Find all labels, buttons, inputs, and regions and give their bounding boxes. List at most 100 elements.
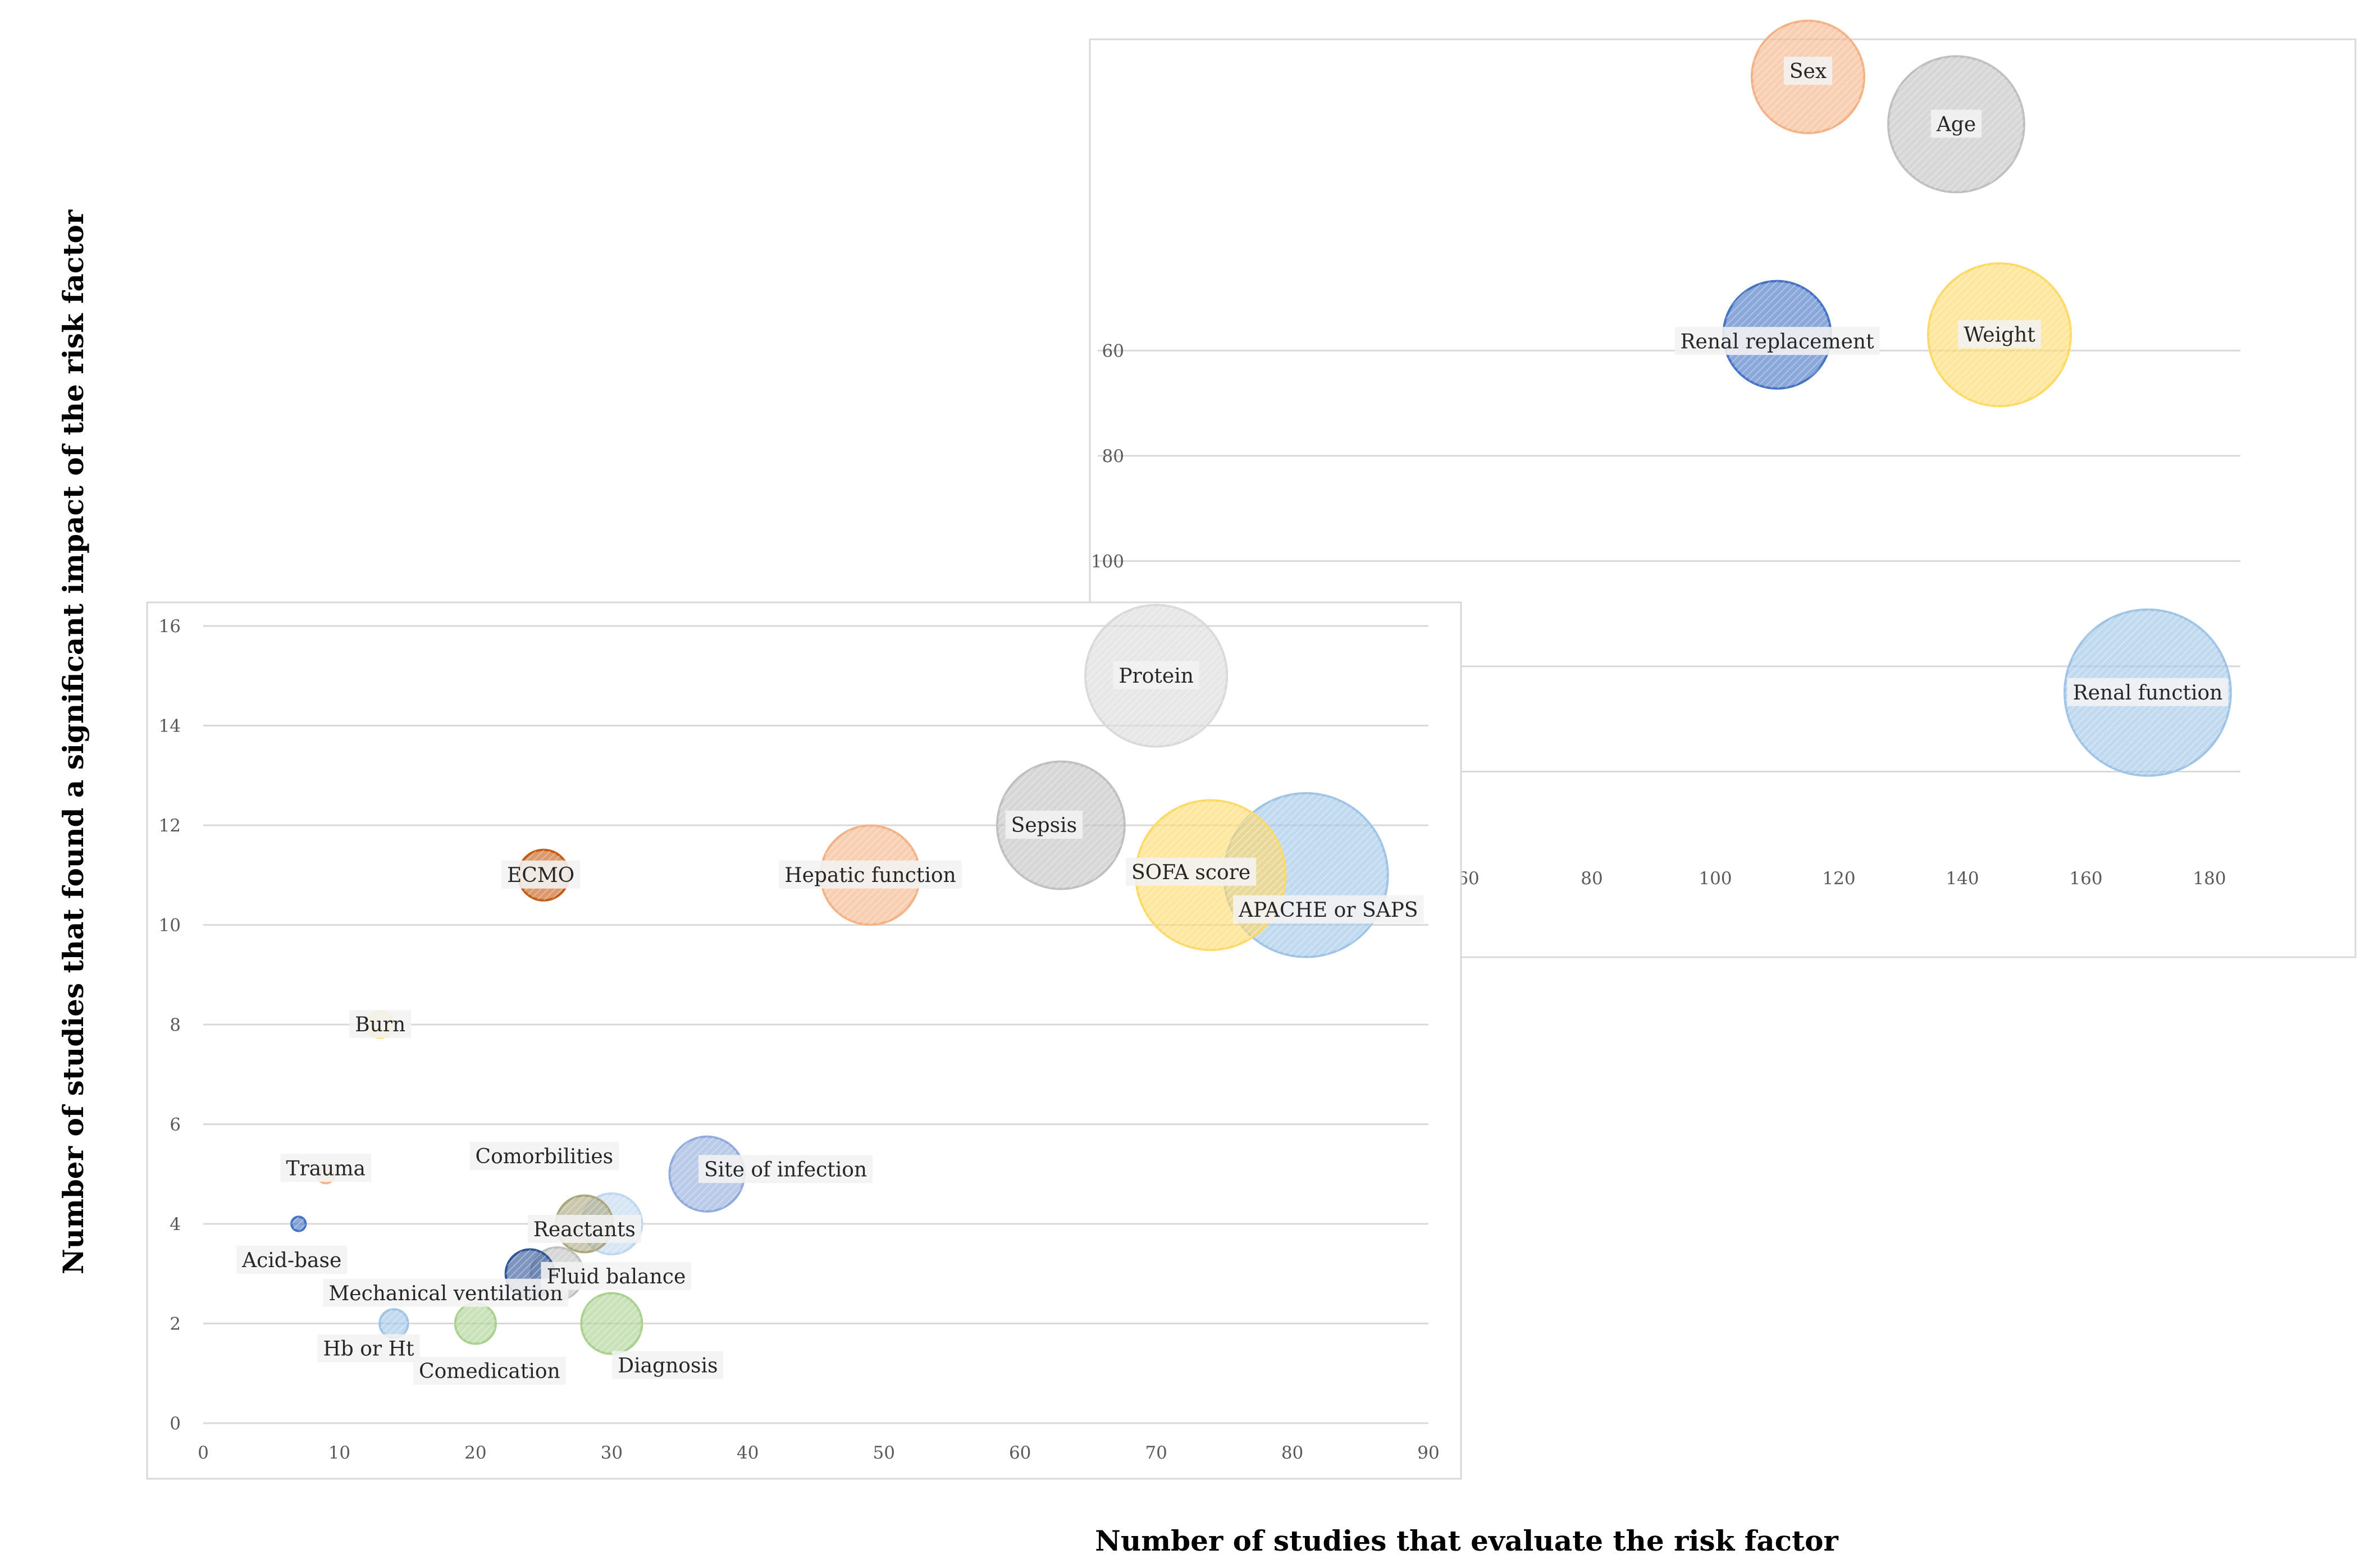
label-text: Fluid balance [546, 1265, 686, 1288]
bubble-label-apache-or-saps: APACHE or SAPS [1233, 895, 1424, 924]
label-text: Renal function [2073, 682, 2223, 705]
label-background [779, 860, 962, 889]
label-text: Hepatic function [784, 864, 956, 887]
main-chart-frame [146, 601, 1462, 1480]
bubble-texture [455, 1303, 496, 1344]
label-background [317, 1334, 420, 1363]
label-background [1113, 661, 1199, 689]
main-x-tick-label: 30 [601, 1443, 623, 1463]
label-text: Hb or Ht [323, 1338, 414, 1361]
label-text: Protein [1118, 665, 1194, 688]
bubble-label-age: Age [1930, 109, 1982, 138]
main-x-tick-label: 20 [464, 1443, 486, 1463]
label-text: Age [1936, 113, 1976, 136]
label-background [541, 1261, 692, 1290]
bubble-label-comedication: Comedication [413, 1356, 566, 1385]
label-background [1674, 327, 1880, 355]
bubble-label-hepatic-function: Hepatic function [779, 860, 962, 889]
main-x-tick-label: 80 [1281, 1443, 1303, 1463]
label-background [527, 1215, 641, 1243]
bubble-texture [291, 1217, 306, 1231]
bubble-label-ecmo: ECMO [501, 860, 581, 889]
main-bubble-diagnosis [580, 1292, 643, 1355]
label-background [698, 1155, 873, 1183]
main-bubble-comedication [454, 1302, 497, 1345]
inset-x-tick-label: 120 [1822, 868, 1855, 889]
main-chart-panel: 0 2 4 6 8 10 12 14 16 0 10 20 30 40 50 60 70 80 90 Protei… [146, 601, 1462, 1480]
inset-y-tick-label: 60 [1102, 341, 1124, 361]
main-bubble-acid-base [290, 1215, 307, 1232]
inset-x-tick-label: 160 [2069, 868, 2102, 889]
main-y-tick-labels: 0 2 4 6 8 10 12 14 16 [159, 616, 181, 1434]
bubble-label-sex: Sex [1783, 56, 1833, 85]
label-background [323, 1278, 569, 1307]
label-text: SOFA score [1131, 861, 1250, 884]
main-y-tick-label: 8 [170, 1015, 181, 1035]
bubble-label-hb-or-ht: Hb or Ht [317, 1334, 420, 1363]
label-background [612, 1351, 724, 1379]
main-y-tick-label: 10 [159, 916, 181, 936]
bubble-label-fluid-balance: Fluid balance [541, 1261, 692, 1290]
bubble-label-site-of-infection: Site of infection [698, 1155, 873, 1183]
bubble-texture [581, 1293, 642, 1354]
bubble-label-mechanical-ventilation: Mechanical ventilation [323, 1278, 569, 1307]
label-text: Comedication [419, 1360, 560, 1383]
label-background [469, 1142, 619, 1170]
main-x-tick-label: 60 [1009, 1443, 1031, 1463]
bubble-label-renal-function: Renal function [2067, 678, 2229, 706]
main-y-tick-label: 14 [159, 716, 181, 737]
main-y-tick-label: 12 [159, 816, 181, 836]
label-background [349, 1010, 412, 1038]
label-text: Sex [1789, 60, 1827, 83]
label-background [413, 1356, 566, 1385]
label-text: Renal replacement [1680, 330, 1874, 353]
label-text: Weight [1964, 323, 2035, 346]
inset-x-tick-label: 180 [2193, 868, 2226, 889]
label-text: Site of infection [704, 1158, 867, 1181]
bubble-label-protein: Protein [1113, 661, 1199, 689]
main-y-tick-label: 16 [159, 616, 181, 637]
bubble-texture [380, 1309, 408, 1338]
label-background [1958, 320, 2041, 349]
label-background [1005, 811, 1083, 839]
inset-bubbles: Renal function Renal replacement Weight Age… [1674, 19, 2232, 777]
main-x-tick-label: 0 [198, 1443, 209, 1463]
label-background [501, 860, 581, 889]
inset-y-tick-label: 80 [1102, 446, 1124, 467]
bubble-label-trauma: Trauma [280, 1154, 371, 1182]
inset-x-tick-label: 80 [1581, 868, 1602, 889]
inset-x-tick-label: 140 [1946, 868, 1979, 889]
main-x-tick-label: 70 [1145, 1443, 1167, 1463]
bubble-label-reactants: Reactants [527, 1215, 641, 1243]
main-x-tick-labels: 0 10 20 30 40 50 60 70 80 90 [198, 1443, 1440, 1463]
bubble-label-weight: Weight [1958, 320, 2041, 349]
label-background [280, 1154, 371, 1182]
label-text: APACHE or SAPS [1238, 899, 1418, 922]
bubble-label-comorbilities: Comorbilities [469, 1142, 619, 1170]
label-background [1783, 56, 1833, 85]
bubble-label-diagnosis: Diagnosis [612, 1351, 724, 1379]
label-text: Comorbilities [476, 1145, 614, 1168]
label-text: Burn [355, 1013, 405, 1036]
label-background [1125, 857, 1257, 886]
label-text: Diagnosis [618, 1355, 718, 1378]
main-y-tick-label: 4 [170, 1214, 181, 1235]
label-text: Mechanical ventilation [328, 1282, 563, 1305]
main-x-tick-label: 50 [873, 1443, 894, 1463]
main-bubbles: Protein Sepsis SOFA score APACHE or SAPS ECM… [236, 604, 1424, 1385]
label-background [2067, 678, 2229, 706]
x-axis-title: Number of studies that evaluate the risk… [1095, 1524, 1838, 1557]
label-text: Acid-base [241, 1249, 341, 1272]
bubble-label-acid-base: Acid-base [236, 1246, 348, 1274]
main-x-tick-label: 10 [328, 1443, 350, 1463]
main-y-tick-label: 2 [170, 1314, 181, 1334]
inset-y-tick-label: 100 [1091, 551, 1124, 572]
label-background [236, 1246, 348, 1274]
y-axis-title: Number of studies that found a significa… [57, 209, 90, 1274]
main-bubble-hb-or-ht [378, 1308, 409, 1339]
inset-x-tick-label: 100 [1699, 868, 1732, 889]
bubble-label-burn: Burn [349, 1010, 412, 1038]
bubble-label-sepsis: Sepsis [1005, 811, 1083, 839]
main-x-tick-label: 40 [737, 1443, 759, 1463]
